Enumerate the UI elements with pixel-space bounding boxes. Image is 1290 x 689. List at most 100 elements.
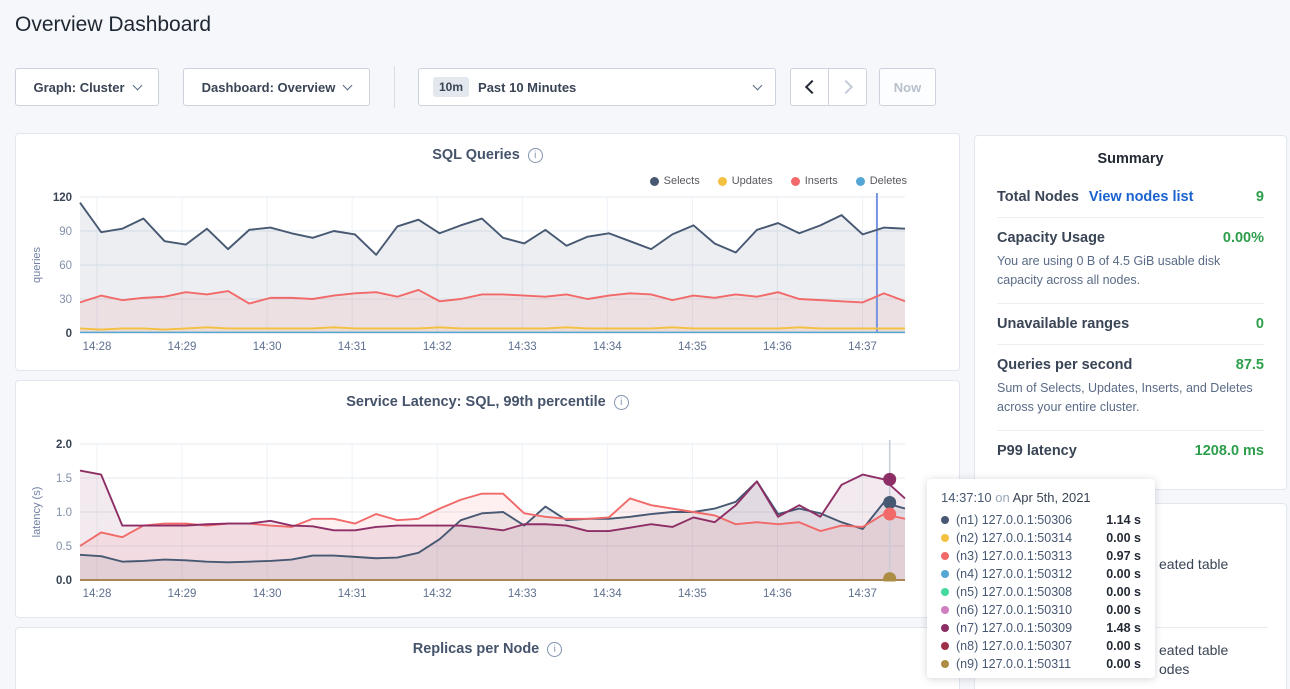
- svg-text:0.0: 0.0: [56, 575, 72, 587]
- tooltip-node-row: (n1) 127.0.0.1:50306 1.14 s: [941, 511, 1141, 529]
- legend-label: Updates: [731, 175, 773, 187]
- info-icon[interactable]: [527, 147, 543, 163]
- event-text-fragment: odes: [1159, 661, 1190, 677]
- summary-title: Summary: [1097, 151, 1164, 167]
- svg-text:1.5: 1.5: [56, 473, 72, 485]
- svg-text:14:30: 14:30: [253, 341, 282, 353]
- tooltip-node-name: (n3) 127.0.0.1:50313: [956, 549, 1073, 563]
- legend-item[interactable]: Deletes: [855, 175, 907, 187]
- tooltip-node-row: (n7) 127.0.0.1:50309 1.48 s: [941, 619, 1141, 637]
- tooltip-node-name: (n9) 127.0.0.1:50311: [956, 657, 1072, 671]
- series-dot-icon: [941, 588, 949, 596]
- chart-legend: Selects Updates Inserts Deletes: [649, 175, 907, 187]
- view-nodes-list-link[interactable]: View nodes list: [1088, 189, 1194, 205]
- tooltip-node-name: (n2) 127.0.0.1:50314: [956, 531, 1073, 545]
- summary-row-value: 87.5: [1235, 356, 1264, 373]
- chart-title: SQL Queries: [432, 147, 520, 163]
- svg-text:14:36: 14:36: [763, 588, 792, 600]
- svg-text:0: 0: [66, 328, 72, 340]
- legend-item[interactable]: Updates: [717, 175, 773, 187]
- svg-text:1.0: 1.0: [56, 507, 72, 519]
- tooltip-node-row: (n9) 127.0.0.1:50311 0.00 s: [941, 655, 1141, 673]
- svg-text:14:34: 14:34: [593, 588, 622, 600]
- summary-row: Unavailable ranges 0: [997, 302, 1264, 344]
- summary-row-label: Unavailable ranges: [997, 315, 1130, 332]
- tooltip-node-row: (n3) 127.0.0.1:50313 0.97 s: [941, 547, 1141, 565]
- tooltip-node-value: 0.97 s: [1106, 549, 1141, 563]
- tooltip-node-value: 0.00 s: [1106, 531, 1141, 545]
- svg-text:14:31: 14:31: [338, 341, 367, 353]
- tooltip-node-row: (n5) 127.0.0.1:50308 0.00 s: [941, 583, 1141, 601]
- tooltip-node-value: 1.14 s: [1106, 513, 1141, 527]
- summary-row: Capacity Usage 0.00% You are using 0 B of …: [997, 217, 1264, 303]
- legend-dot-icon: [855, 176, 865, 186]
- summary-row-value: 0: [1255, 315, 1264, 332]
- graph-dropdown[interactable]: Graph: Cluster: [15, 68, 159, 106]
- svg-text:queries: queries: [31, 246, 43, 283]
- tooltip-node-value: 1.48 s: [1106, 621, 1141, 635]
- tooltip-node-row: (n4) 127.0.0.1:50312 0.00 s: [941, 565, 1141, 583]
- summary-row-value: 9: [1255, 189, 1264, 205]
- summary-panel: Summary Total Nodes View nodes list 9 Capac…: [974, 135, 1287, 490]
- time-prev-button[interactable]: [791, 69, 828, 105]
- sql-queries-chart[interactable]: 0 30 60 90 120 14:28 14:29 14:30 14:31 14:32 14:33…: [16, 134, 959, 370]
- summary-row: Queries per second 87.5 Sum of Selects, Up…: [997, 343, 1264, 430]
- page-title: Overview Dashboard: [15, 13, 212, 36]
- info-icon[interactable]: [547, 641, 563, 657]
- legend-label: Selects: [663, 175, 700, 187]
- series-dot-icon: [941, 570, 949, 578]
- svg-text:14:32: 14:32: [423, 588, 452, 600]
- now-button[interactable]: Now: [879, 68, 936, 106]
- legend-dot-icon: [717, 176, 727, 186]
- legend-dot-icon: [790, 176, 800, 186]
- time-range-dropdown[interactable]: 10m Past 10 Minutes: [418, 68, 776, 106]
- service-latency-chart[interactable]: 0.0 0.5 1.0 1.5 2.0 14:28 14:29 14:30 14:31 14:32…: [16, 381, 959, 617]
- chart-title: Service Latency: SQL, 99th percentile: [346, 394, 606, 410]
- toolbar-divider: [394, 66, 395, 108]
- summary-row-value: 0.00%: [1222, 230, 1264, 246]
- series-dot-icon: [941, 606, 949, 614]
- summary-row-label: Total Nodes: [997, 189, 1079, 205]
- tooltip-node-name: (n5) 127.0.0.1:50308: [956, 585, 1073, 599]
- dashboard-dropdown-label: Dashboard: Overview: [201, 79, 336, 95]
- info-icon[interactable]: [613, 394, 629, 410]
- tooltip-node-name: (n8) 127.0.0.1:50307: [956, 639, 1073, 653]
- svg-text:120: 120: [53, 192, 72, 204]
- svg-text:14:37: 14:37: [848, 588, 877, 600]
- series-dot-icon: [941, 660, 949, 668]
- svg-text:14:35: 14:35: [678, 341, 707, 353]
- chevron-left-icon: [804, 79, 819, 95]
- svg-text:60: 60: [59, 260, 72, 272]
- tooltip-timestamp: 14:37:10 on Apr 5th, 2021: [941, 490, 1091, 505]
- series-dot-icon: [941, 642, 949, 650]
- series-dot-icon: [941, 534, 949, 542]
- service-latency-panel: Service Latency: SQL, 99th percentile 0.…: [15, 380, 960, 618]
- tooltip-node-value: 0.00 s: [1106, 585, 1141, 599]
- svg-text:14:35: 14:35: [678, 588, 707, 600]
- svg-text:14:30: 14:30: [253, 588, 282, 600]
- svg-text:14:37: 14:37: [848, 341, 877, 353]
- series-dot-icon: [941, 516, 949, 524]
- svg-text:14:34: 14:34: [593, 341, 622, 353]
- tooltip-node-value: 0.00 s: [1106, 639, 1141, 653]
- time-next-button[interactable]: [828, 69, 866, 105]
- svg-text:14:32: 14:32: [423, 341, 452, 353]
- chevron-right-icon: [838, 79, 853, 95]
- replicas-per-node-panel: Replicas per Node: [15, 627, 960, 689]
- series-dot-icon: [941, 552, 949, 560]
- dashboard-dropdown[interactable]: Dashboard: Overview: [183, 68, 370, 106]
- svg-text:14:33: 14:33: [508, 341, 537, 353]
- summary-row-value: 1208.0 ms: [1194, 442, 1264, 459]
- legend-label: Inserts: [804, 175, 838, 187]
- tooltip-node-name: (n4) 127.0.0.1:50312: [956, 567, 1073, 581]
- svg-text:latency (s): latency (s): [31, 487, 43, 538]
- svg-text:14:29: 14:29: [168, 588, 197, 600]
- svg-text:14:36: 14:36: [763, 341, 792, 353]
- svg-text:2.0: 2.0: [56, 439, 72, 451]
- svg-text:14:28: 14:28: [83, 341, 112, 353]
- sql-queries-panel: SQL Queries Selects Updates Inserts Deletes…: [15, 133, 960, 371]
- event-text-fragment: eated table: [1159, 556, 1229, 572]
- chart-title: Replicas per Node: [412, 641, 540, 657]
- legend-item[interactable]: Selects: [649, 175, 700, 187]
- legend-item[interactable]: Inserts: [790, 175, 838, 187]
